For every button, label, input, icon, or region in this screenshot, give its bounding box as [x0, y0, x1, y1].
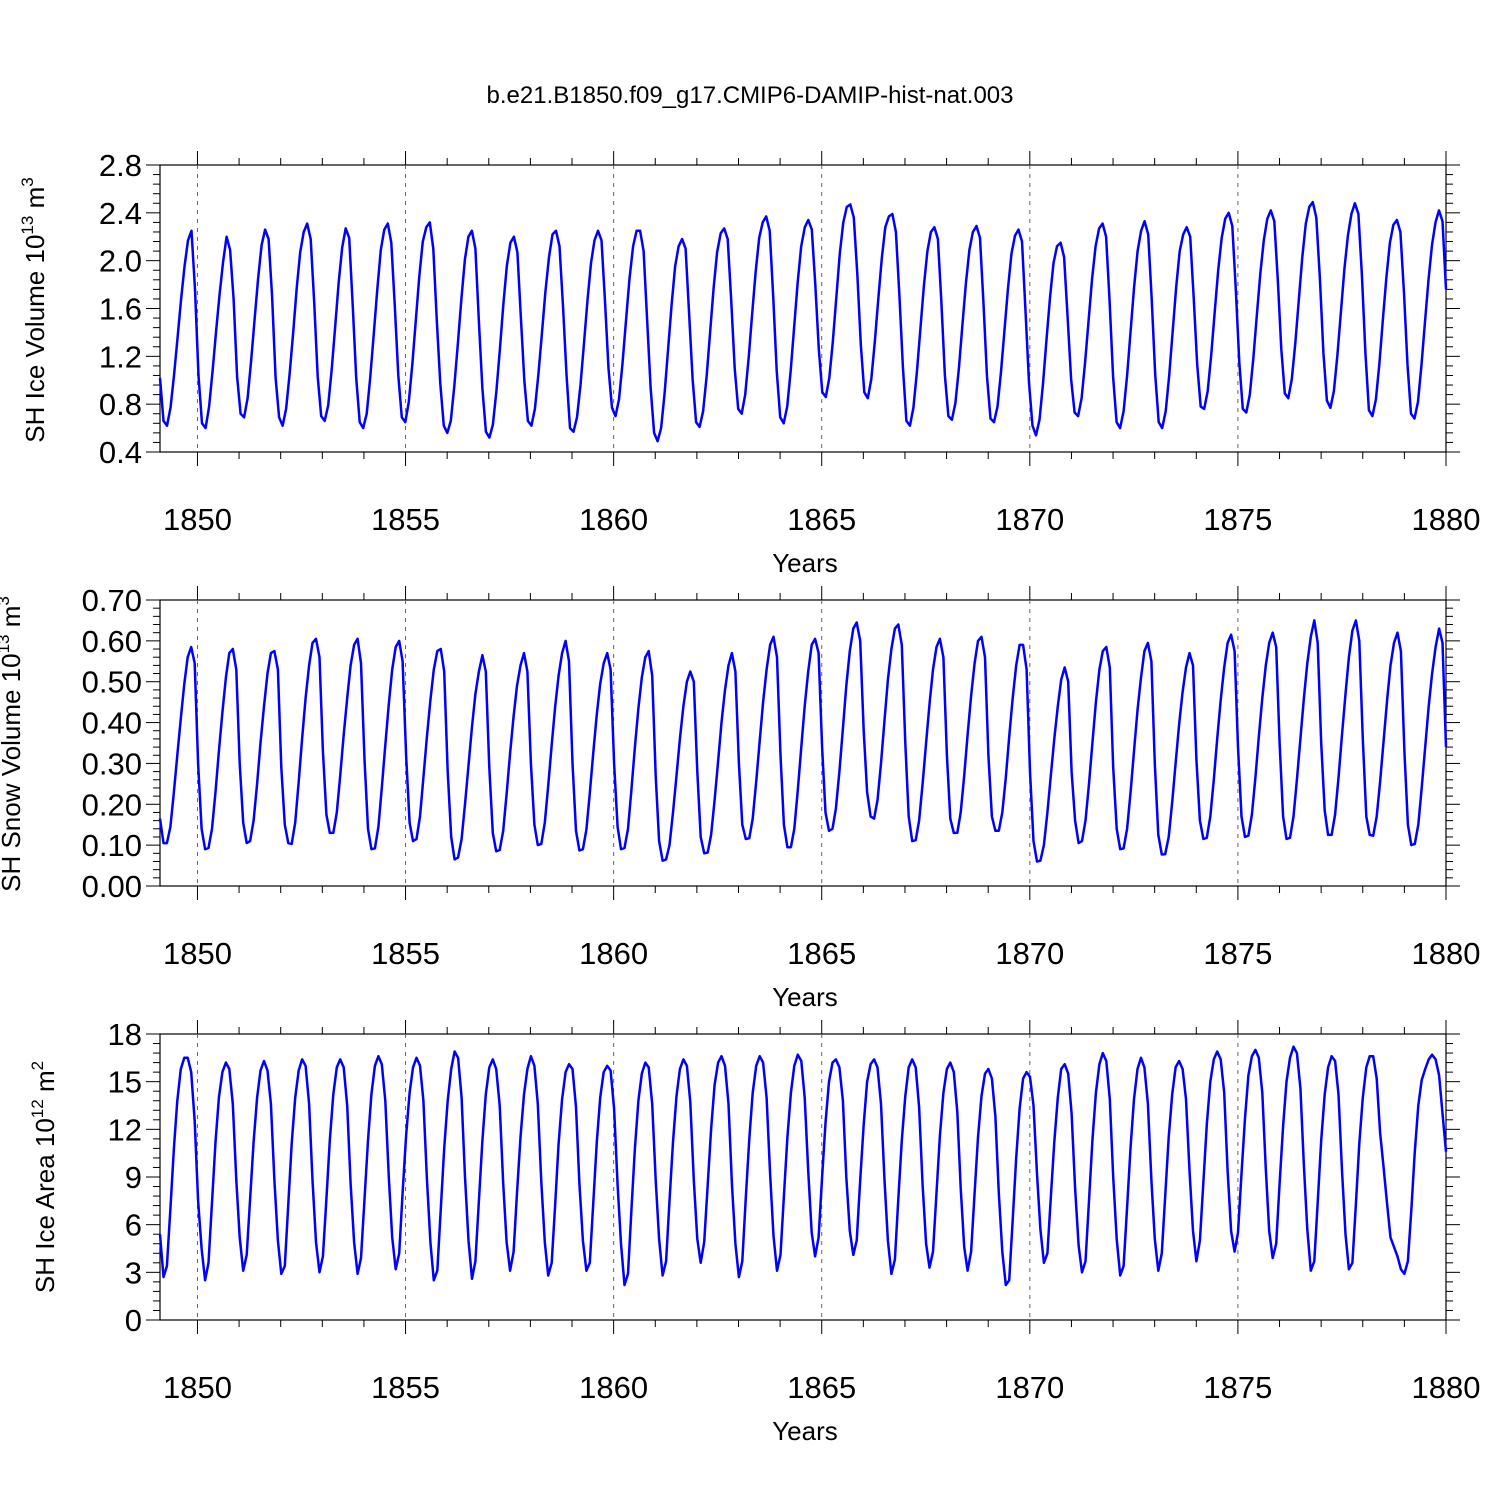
- y-tick-label: 6: [125, 1208, 142, 1243]
- x-tick-label: 1855: [371, 502, 440, 537]
- x-tick-label: 1875: [1203, 502, 1272, 537]
- chart-title: b.e21.B1850.f09_g17.CMIP6-DAMIP-hist-nat…: [487, 82, 1014, 109]
- y-tick-label: 1.6: [99, 292, 142, 327]
- y-axis-title-unit: m: [0, 606, 26, 635]
- y-tick-label: 0.30: [82, 746, 142, 781]
- y-tick-label: 2.4: [99, 196, 142, 231]
- y-tick-label: 0.4: [99, 435, 142, 470]
- x-tick-label: 1865: [787, 1370, 856, 1405]
- y-axis-title-exponent: 13: [18, 216, 37, 235]
- y-axis-title-unit-exponent: 3: [18, 177, 37, 186]
- data-series-line: [158, 1045, 1448, 1287]
- data-series-line: [158, 619, 1448, 863]
- plot-frame: [159, 599, 1447, 887]
- y-axis-title: SH Ice Volume 1013 m3: [18, 177, 50, 442]
- y-tick-label: 3: [125, 1255, 142, 1290]
- panel-ice-volume: Years SH Ice Volume 1013 m3 1850 1855 1860…: [18, 148, 1480, 578]
- y-tick-label: 1.2: [99, 339, 142, 374]
- x-tick-label: 1850: [163, 936, 232, 971]
- y-axis-title-unit-exponent: 2: [28, 1061, 47, 1070]
- y-axis-title-main: SH Ice Area 10: [30, 1118, 60, 1293]
- y-axis-title-main: SH Ice Volume 10: [20, 235, 50, 443]
- y-tick-label: 0.70: [82, 583, 142, 618]
- y-axis-title-unit: m: [30, 1070, 60, 1099]
- x-tick-label: 1875: [1203, 1370, 1272, 1405]
- y-axis-title: SH Ice Area 1012 m2: [28, 1061, 60, 1293]
- y-axis-title: SH Snow Volume 1013 m3: [0, 596, 26, 892]
- x-tick-label: 1865: [787, 936, 856, 971]
- y-tick-label: 2.0: [99, 244, 142, 279]
- y-tick-label: 15: [108, 1065, 142, 1100]
- x-tick-label: 1850: [163, 1370, 232, 1405]
- y-axis-title-unit: m: [20, 187, 50, 216]
- y-tick-label: 0.50: [82, 665, 142, 700]
- x-tick-label: 1855: [371, 1370, 440, 1405]
- x-tick-label: 1880: [1412, 936, 1481, 971]
- y-tick-label: 0: [125, 1303, 142, 1338]
- x-tick-label: 1855: [371, 936, 440, 971]
- y-tick-label: 0.60: [82, 624, 142, 659]
- x-tick-label: 1880: [1412, 502, 1481, 537]
- x-axis-title: Years: [772, 548, 838, 578]
- y-axis-title-main: SH Snow Volume 10: [0, 653, 26, 891]
- panel-snow-volume: Years SH Snow Volume 1013 m3 1850 1855 186…: [0, 583, 1480, 1012]
- y-tick-label: 0.20: [82, 787, 142, 822]
- y-axis-title-unit-exponent: 3: [0, 596, 13, 605]
- x-tick-label: 1875: [1203, 936, 1272, 971]
- y-tick-label: 12: [108, 1112, 142, 1147]
- y-tick-label: 9: [125, 1160, 142, 1195]
- x-tick-label: 1860: [579, 936, 648, 971]
- x-tick-label: 1870: [995, 502, 1064, 537]
- x-tick-label: 1880: [1412, 1370, 1481, 1405]
- x-tick-label: 1850: [163, 502, 232, 537]
- x-tick-label: 1865: [787, 502, 856, 537]
- x-axis-title: Years: [772, 982, 838, 1012]
- panel-ice-area: Years SH Ice Area 1012 m2 1850 1855 1860 18…: [28, 1017, 1480, 1446]
- x-tick-label: 1860: [579, 1370, 648, 1405]
- y-tick-label: 18: [108, 1017, 142, 1052]
- x-axis-title: Years: [772, 1416, 838, 1446]
- y-tick-label: 0.00: [82, 869, 142, 904]
- y-tick-label: 0.10: [82, 828, 142, 863]
- y-tick-label: 0.40: [82, 706, 142, 741]
- x-tick-label: 1870: [995, 936, 1064, 971]
- x-tick-label: 1870: [995, 1370, 1064, 1405]
- y-tick-label: 0.8: [99, 387, 142, 422]
- y-axis-title-exponent: 13: [0, 634, 13, 653]
- x-tick-label: 1860: [579, 502, 648, 537]
- y-tick-label: 2.8: [99, 148, 142, 183]
- data-series-line: [158, 200, 1448, 443]
- y-axis-title-exponent: 12: [28, 1099, 47, 1118]
